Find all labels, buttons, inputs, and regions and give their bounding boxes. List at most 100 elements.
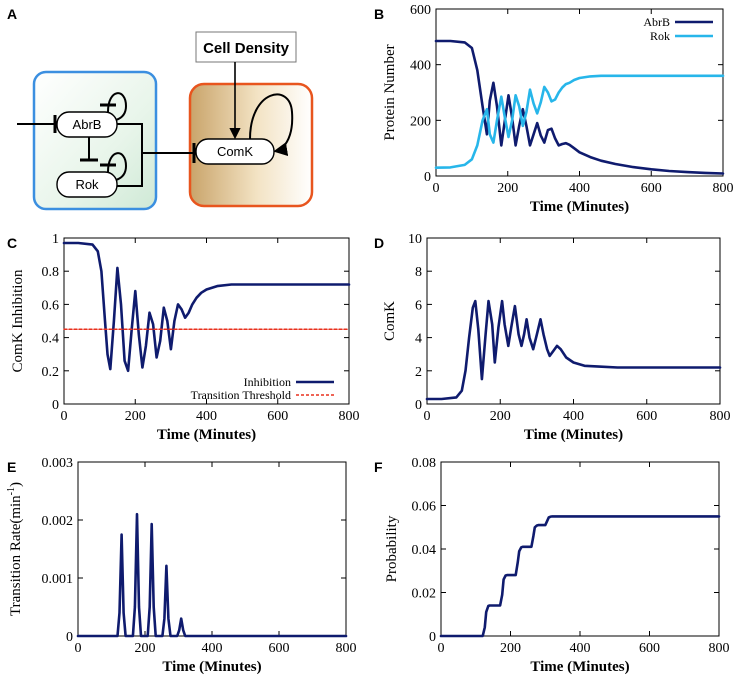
chart-c-series-inhibition — [62, 241, 351, 373]
chart-e-series-transition-rate — [76, 512, 348, 638]
chart-f-ytick-label: 0.02 — [412, 587, 437, 602]
chart-f-xtick-label: 400 — [570, 641, 591, 656]
rok-label: Rok — [75, 177, 99, 192]
chart-b-xtick-label: 200 — [497, 181, 518, 196]
chart-c-xtick-label: 400 — [196, 409, 217, 424]
chart-b-series-rok — [434, 74, 725, 169]
chart-d-xtick-label: 0 — [424, 409, 431, 424]
chart-e-ytick-label: 0.001 — [42, 572, 74, 587]
chart-b-ytick-label: 0 — [424, 170, 431, 185]
comk-label: ComK — [217, 144, 253, 159]
chart-e-xtick-label: 800 — [336, 641, 357, 656]
panel-label-f: F — [374, 459, 383, 475]
chart-d-xtick-label: 200 — [490, 409, 511, 424]
chart-b-xtick-label: 400 — [569, 181, 590, 196]
chart-e-xtick-label: 200 — [135, 641, 156, 656]
chart-b-xtick-label: 800 — [713, 181, 734, 196]
chart-c-xtick-label: 800 — [339, 409, 360, 424]
chart-c-frame — [63, 237, 350, 405]
chart-e-ylabel-sup: -1 — [6, 487, 17, 495]
chart-e-xlabel: Time (Minutes) — [162, 659, 261, 675]
cell-density-box — [195, 31, 297, 63]
chart-c-ytick-label: 0.2 — [42, 365, 60, 380]
panel-label-e: E — [7, 459, 16, 475]
chart-c-xlabel: Time (Minutes) — [157, 427, 256, 443]
chart-f-ytick-label: 0 — [429, 630, 436, 645]
chart-c-ytick-label: 0.4 — [42, 332, 60, 347]
chart-c-legend-label: Inhibition — [244, 375, 291, 389]
chart-d-xtick-label: 600 — [636, 409, 657, 424]
chart-f-xlabel: Time (Minutes) — [530, 659, 629, 675]
chart-d-ylabel: ComK — [382, 301, 398, 341]
chart-e-ylabel-end: ) — [8, 482, 24, 487]
chart-f-ylabel: Probability — [384, 515, 400, 582]
chart-f-series-probability — [439, 515, 721, 638]
chart-b-series-abrb — [434, 39, 725, 175]
chart-c-ytick-label: 0 — [52, 398, 59, 413]
abrb-self-repression-loop — [107, 92, 128, 121]
chart-c-ytick-label: 0.6 — [42, 298, 60, 313]
chart-e-frame — [77, 461, 347, 637]
abrb-label: AbrB — [73, 117, 102, 132]
chart-f-xtick-label: 200 — [500, 641, 521, 656]
chart-d-xlabel: Time (Minutes) — [524, 427, 623, 443]
chart-e-ytick-label: 0.003 — [42, 456, 74, 471]
chart-f-xtick-label: 0 — [438, 641, 445, 656]
chart-c-ytick-label: 0.8 — [42, 265, 60, 280]
chart-d: 0 200 400 600 800 0 2 4 6 8 10 Time (Minutes) ComK — [382, 232, 731, 443]
chart-f-ytick-label: 0.08 — [412, 456, 437, 471]
chart-d-xtick-label: 400 — [563, 409, 584, 424]
chart-d-ytick-label: 0 — [415, 398, 422, 413]
chart-b-ytick-label: 400 — [410, 59, 431, 74]
rok-self-repression-loop — [107, 152, 128, 181]
chart-e-xtick-label: 0 — [75, 641, 82, 656]
chart-d-ytick-label: 6 — [415, 298, 422, 313]
chart-f: 0 200 400 600 800 0 0.02 0.04 0.06 0.08 Time (Minu… — [384, 456, 730, 675]
chart-f-ytick-label: 0.06 — [412, 500, 437, 515]
chart-d-ytick-label: 10 — [408, 232, 422, 247]
chart-d-xtick-label: 800 — [710, 409, 731, 424]
chart-b-ylabel: Protein Number — [382, 44, 398, 140]
rok-node — [56, 171, 118, 198]
chart-e: 0 200 400 600 800 0 0.001 0.002 0.003 Time (Minut… — [6, 456, 357, 675]
chart-b-xtick-label: 600 — [641, 181, 662, 196]
chart-b-xtick-label: 0 — [433, 181, 440, 196]
chart-b-xlabel: Time (Minutes) — [530, 199, 629, 215]
chart-d-series-comk — [425, 299, 722, 401]
panel-a: A Cell Density AbrB Rok ComK — [7, 6, 314, 211]
chart-e-ylabel-main: Transition Rate(min — [8, 495, 24, 616]
panel-label-b: B — [374, 6, 384, 22]
cell-density-label: Cell Density — [203, 40, 290, 57]
chart-d-ytick-label: 4 — [415, 332, 422, 347]
chart-c-ytick-label: 1 — [52, 232, 59, 247]
chart-b-legend-label: AbrB — [643, 15, 670, 29]
chart-b-ytick-label: 600 — [410, 3, 431, 18]
chart-c-xtick-label: 0 — [61, 409, 68, 424]
chart-d-ytick-label: 2 — [415, 365, 422, 380]
chart-c-xtick-label: 200 — [125, 409, 146, 424]
chart-c: 0 200 400 600 800 0 0.2 0.4 0.6 0.8 1 Time (Minutes… — [10, 232, 360, 443]
chart-e-ytick-label: 0 — [66, 630, 73, 645]
chart-d-ytick-label: 8 — [415, 265, 422, 280]
chart-c-legend-label: Transition Threshold — [191, 388, 291, 402]
abrb-rok-merge-edge — [117, 123, 143, 187]
chart-e-xtick-label: 400 — [202, 641, 223, 656]
panel-label-a: A — [7, 6, 17, 22]
chart-c-xtick-label: 600 — [267, 409, 288, 424]
chart-e-ytick-label: 0.002 — [42, 514, 74, 529]
chart-b-ytick-label: 200 — [410, 114, 431, 129]
chart-c-ylabel: ComK Inhibition — [10, 269, 26, 372]
chart-f-xtick-label: 600 — [639, 641, 660, 656]
chart-b: 0 200 400 600 800 0 200 400 600 Time (Minutes) Pro… — [382, 3, 734, 215]
chart-f-frame — [440, 461, 720, 637]
chart-b-legend-label: Rok — [650, 29, 670, 43]
chart-e-xtick-label: 600 — [269, 641, 290, 656]
panel-label-c: C — [7, 235, 17, 251]
panel-label-d: D — [374, 235, 384, 251]
chart-e-ylabel: Transition Rate(min-1) — [6, 482, 24, 616]
chart-f-ytick-label: 0.04 — [412, 543, 437, 558]
comk-self-activation-loop — [249, 93, 294, 157]
chart-f-xtick-label: 800 — [709, 641, 730, 656]
